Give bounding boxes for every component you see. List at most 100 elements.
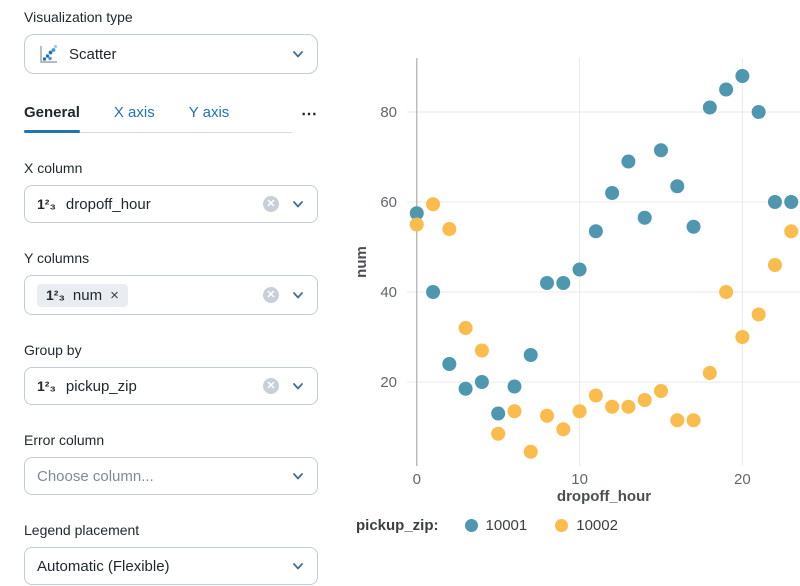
data-point-10001[interactable] (474, 375, 489, 389)
data-point-10002[interactable] (605, 399, 620, 414)
legend-item-10001[interactable]: 10001 (464, 517, 527, 534)
x-column-label: X column (24, 160, 83, 176)
data-point-10001[interactable] (719, 82, 734, 97)
error-column-placeholder: Choose column... (37, 467, 154, 485)
data-point-10002[interactable] (426, 197, 441, 212)
remove-tag-icon[interactable]: × (110, 286, 119, 304)
group-by-label: Group by (24, 342, 82, 358)
visualization-type-select[interactable]: Scatter (24, 34, 318, 74)
group-by-value: pickup_zip (65, 377, 137, 395)
data-point-10002[interactable] (442, 222, 457, 236)
x-tick-label: 10 (571, 471, 588, 488)
data-point-10002[interactable] (751, 307, 766, 322)
data-point-10002[interactable] (767, 258, 782, 272)
config-tabs: General X axis Y axis ⋯ (24, 104, 318, 133)
legend-label: 10002 (576, 517, 618, 534)
data-point-10001[interactable] (621, 154, 636, 169)
more-tabs-button[interactable]: ⋯ (301, 106, 318, 123)
y-tick-label: 80 (380, 104, 397, 121)
scatter-plot: 20 40 60 80 0 10 20 num dropoff_hour (353, 58, 800, 505)
data-point-10002[interactable] (588, 388, 603, 403)
data-point-10002[interactable] (784, 224, 799, 239)
data-point-10001[interactable] (442, 357, 457, 371)
data-point-10001[interactable] (653, 143, 668, 158)
legend-placement-value: Automatic (Flexible) (37, 557, 170, 575)
chart-legend: pickup_zip: 10001 10002 (356, 517, 646, 534)
data-point-10001[interactable] (507, 379, 522, 394)
data-point-10002[interactable] (719, 285, 734, 299)
tab-y-axis[interactable]: Y axis (188, 104, 230, 121)
data-point-10002[interactable] (474, 343, 489, 358)
data-point-10002[interactable] (637, 393, 652, 407)
legend-title: pickup_zip: (356, 517, 439, 534)
data-point-10001[interactable] (767, 195, 782, 209)
y-tick-label: 60 (380, 194, 397, 211)
legend-placement-select[interactable]: Automatic (Flexible) (24, 547, 318, 585)
data-point-10002[interactable] (556, 422, 571, 437)
data-point-10001[interactable] (491, 406, 506, 421)
legend-item-10002[interactable]: 10002 (555, 517, 618, 534)
clear-icon[interactable]: ✕ (263, 196, 279, 212)
legend-placement-label: Legend placement (24, 522, 140, 538)
chevron-down-icon (293, 383, 303, 390)
visualization-type-value: Scatter (69, 45, 117, 63)
clear-icon[interactable]: ✕ (263, 287, 279, 303)
data-point-10001[interactable] (540, 276, 555, 290)
clear-icon[interactable]: ✕ (263, 378, 279, 394)
numeric-type-icon: 1²₃ (37, 378, 56, 394)
tab-x-axis[interactable]: X axis (113, 104, 155, 121)
data-point-10001[interactable] (702, 100, 717, 115)
data-point-10002[interactable] (523, 444, 538, 459)
data-point-10001[interactable] (784, 195, 799, 209)
y-column-tag-value: num (72, 286, 103, 304)
tab-general[interactable]: General (24, 104, 80, 133)
series-dot-icon (555, 519, 569, 532)
group-by-select[interactable]: 1²₃ pickup_zip ✕ (24, 367, 318, 405)
data-point-10001[interactable] (556, 276, 571, 290)
chevron-down-icon (293, 292, 303, 299)
data-point-10001[interactable] (458, 381, 473, 396)
data-point-10002[interactable] (621, 399, 636, 414)
data-point-10002[interactable] (735, 330, 750, 344)
y-column-tag: 1²₃ num × (37, 283, 128, 307)
data-point-10002[interactable] (540, 408, 555, 423)
visualization-config-panel: Visualization type Scatter General X axi… (0, 0, 330, 585)
numeric-type-icon: 1²₃ (37, 196, 56, 212)
data-point-10001[interactable] (735, 69, 750, 83)
data-point-10001[interactable] (670, 179, 685, 194)
data-point-10002[interactable] (702, 366, 717, 380)
chevron-down-icon (293, 473, 303, 480)
data-point-10001[interactable] (686, 219, 701, 234)
data-point-10002[interactable] (458, 321, 473, 335)
scatter-chart-icon (40, 44, 58, 63)
data-point-10001[interactable] (751, 105, 766, 119)
x-tick-label: 20 (734, 471, 751, 488)
x-column-select[interactable]: 1²₃ dropoff_hour ✕ (24, 185, 318, 223)
chevron-down-icon (293, 201, 303, 208)
data-point-10001[interactable] (426, 285, 441, 299)
data-point-10002[interactable] (670, 413, 685, 428)
error-column-select[interactable]: Choose column... (24, 457, 318, 495)
data-point-10001[interactable] (637, 210, 652, 225)
series-dot-icon (464, 519, 478, 532)
data-point-10002[interactable] (409, 217, 424, 232)
data-point-10002[interactable] (507, 404, 522, 419)
data-point-10001[interactable] (523, 348, 538, 362)
data-point-10002[interactable] (491, 426, 506, 441)
y-axis-title: num (353, 246, 370, 278)
x-tick-label: 0 (413, 471, 421, 488)
data-point-10001[interactable] (409, 206, 424, 221)
chevron-down-icon (293, 563, 303, 570)
data-point-10001[interactable] (572, 262, 587, 277)
tabs-overflow-fade (270, 104, 292, 130)
data-point-10001[interactable] (605, 186, 620, 200)
data-point-10001[interactable] (588, 224, 603, 239)
data-point-10002[interactable] (686, 413, 701, 428)
y-columns-label: Y columns (24, 250, 90, 266)
y-columns-select[interactable]: 1²₃ num × ✕ (24, 275, 318, 315)
data-point-10002[interactable] (572, 404, 587, 419)
x-axis-title: dropoff_hour (557, 488, 651, 505)
y-tick-label: 40 (380, 284, 397, 301)
data-point-10002[interactable] (653, 384, 668, 398)
x-column-value: dropoff_hour (65, 195, 151, 213)
